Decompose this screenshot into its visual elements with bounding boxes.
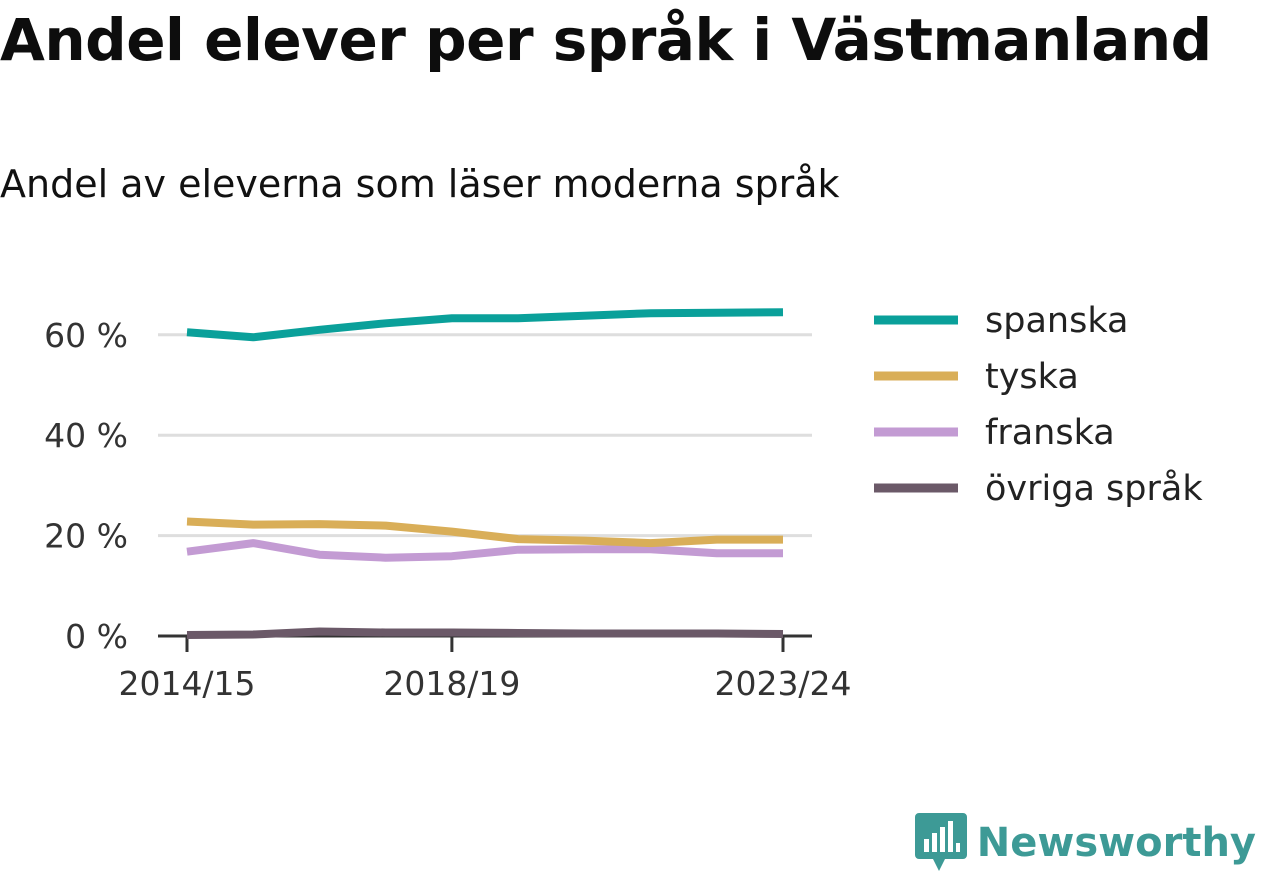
grid-lines — [158, 333, 812, 538]
x-tick-label: 2014/15 — [118, 664, 255, 703]
newsworthy-logo: Newsworthy — [914, 813, 1256, 873]
y-tick-label: 20 % — [44, 517, 128, 556]
chart-title: Andel elever per språk i Västmanland — [0, 6, 1212, 74]
legend-label: franska — [985, 413, 1115, 453]
newsworthy-logo-text: Newsworthy — [976, 820, 1256, 866]
series-line-övriga-språk — [186, 627, 784, 639]
y-tick-label: 40 % — [44, 416, 128, 455]
newsworthy-logo-icon — [914, 813, 967, 871]
chart-subtitle: Andel av eleverna som läser moderna språ… — [0, 162, 840, 206]
legend-label: spanska — [985, 301, 1128, 341]
legend-label: tyska — [985, 357, 1079, 397]
axes: 0 % 20 % 40 % 60 % 2014/15 2018/19 2023/24 — [44, 316, 851, 703]
series-line-tyska — [186, 517, 783, 548]
series-line-spanska — [186, 308, 784, 342]
series-line-franska — [186, 539, 783, 562]
x-tick-label: 2018/19 — [383, 664, 520, 703]
y-tick-label: 0 % — [65, 617, 128, 656]
y-tick-label: 60 % — [44, 316, 128, 355]
x-tick-label: 2023/24 — [714, 664, 851, 703]
legend-label: övriga språk — [985, 468, 1203, 509]
legend: spanska tyska franska övriga språk — [874, 301, 1203, 509]
series-lines — [186, 308, 784, 639]
